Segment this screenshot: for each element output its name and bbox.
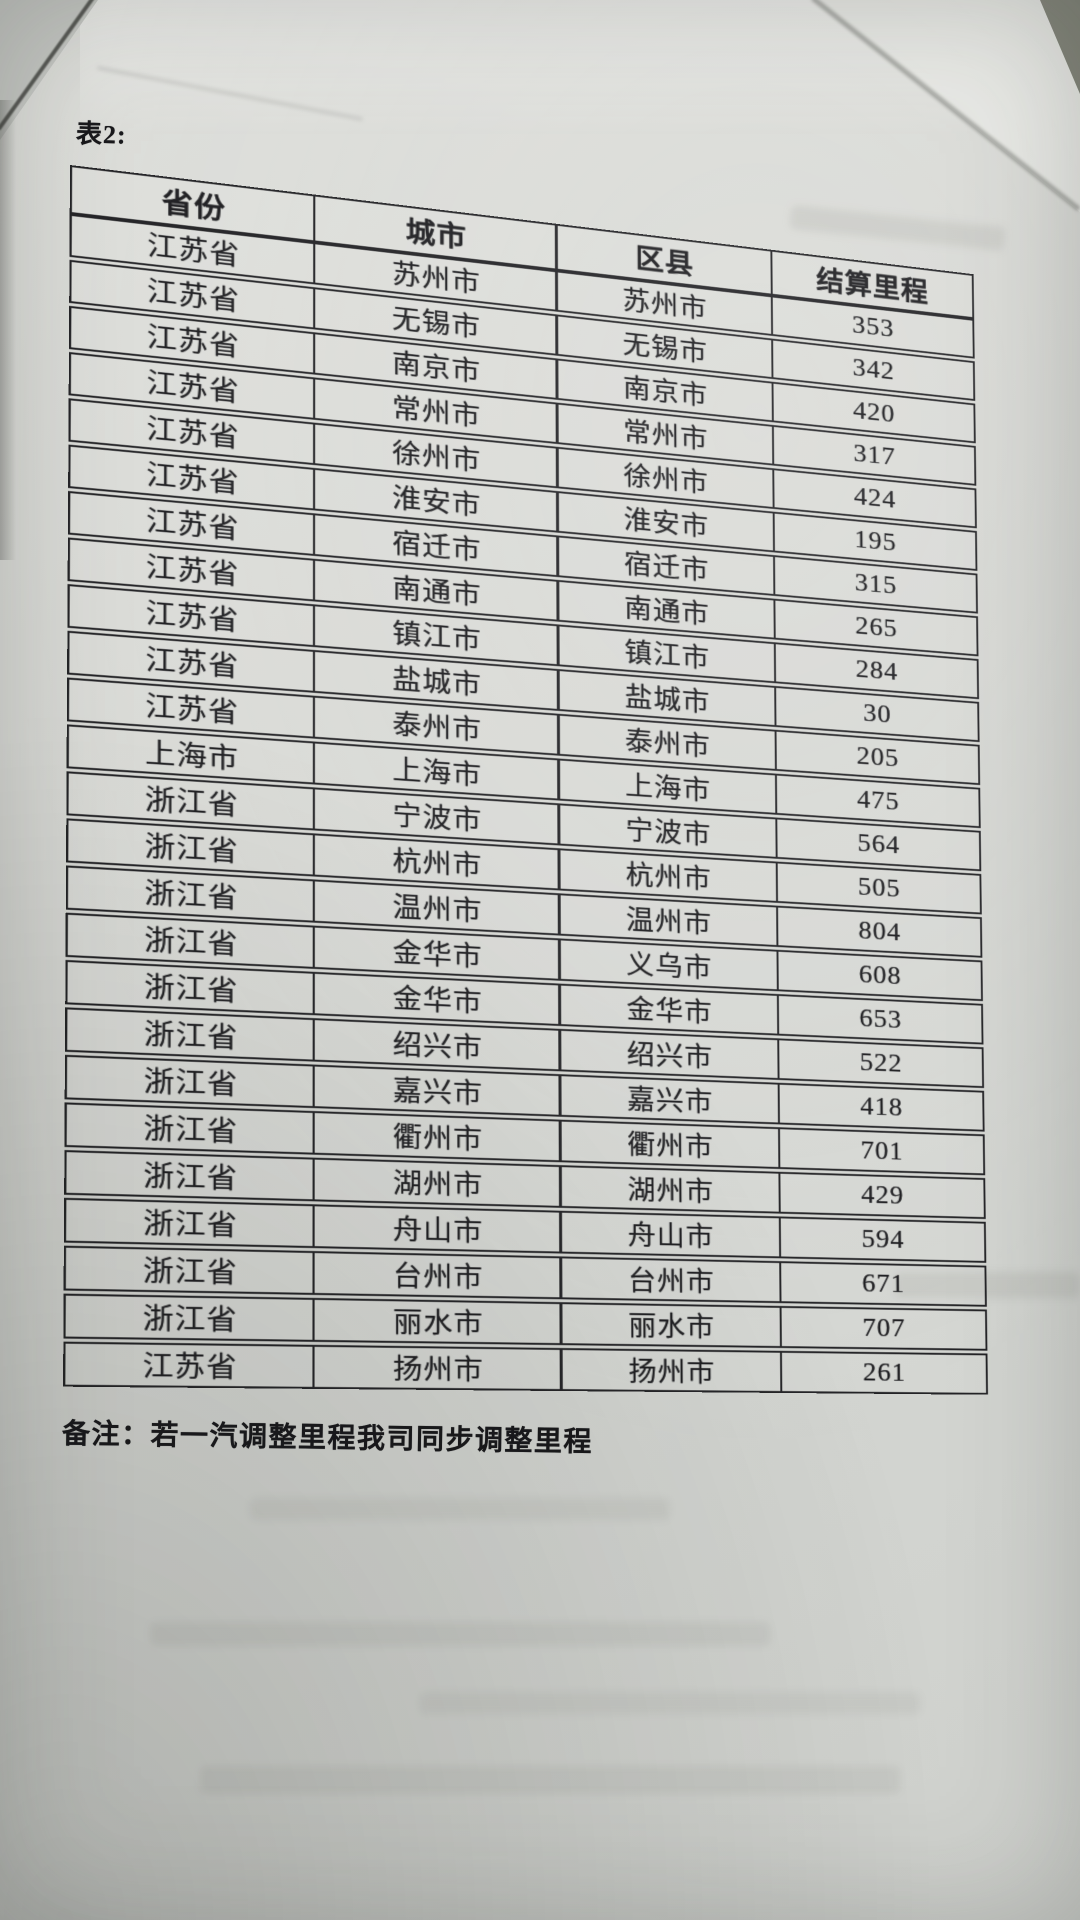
cell-city: 金华市 [312, 971, 561, 1027]
cell-mileage: 418 [777, 1082, 985, 1132]
cell-mileage: 707 [779, 1305, 987, 1351]
cell-province: 浙江省 [65, 959, 315, 1016]
table-row: 江苏省 扬州市 扬州市 261 [63, 1341, 994, 1395]
left-edge-shadow [0, 100, 16, 560]
cell-district: 湖州市 [558, 1165, 781, 1214]
bleedthrough-smudge [420, 1692, 920, 1714]
cell-mileage: 429 [777, 1171, 986, 1220]
cell-district: 义乌市 [557, 938, 779, 992]
cell-district: 扬州市 [559, 1348, 783, 1393]
cell-city: 绍兴市 [312, 1018, 561, 1072]
bleedthrough-smudge [895, 1272, 1080, 1298]
bleedthrough-smudge [150, 1622, 770, 1646]
cell-mileage: 594 [778, 1216, 986, 1263]
cell-city: 衢州市 [312, 1110, 562, 1163]
cell-province: 浙江省 [64, 1150, 315, 1202]
footnote: 备注：若一汽调整里程我司同步调整里程 [61, 1418, 594, 1459]
cell-city: 丽水市 [311, 1297, 563, 1346]
cell-mileage: 701 [777, 1127, 985, 1176]
cell-mileage: 671 [778, 1261, 987, 1307]
cell-district: 绍兴市 [558, 1028, 780, 1080]
cell-province: 浙江省 [64, 1054, 315, 1109]
cell-district: 衢州市 [558, 1119, 781, 1169]
mileage-table: 省份 城市 区县 结算里程 江苏省 苏州市 苏州市 353 江苏省 无锡市 无锡… [63, 165, 994, 1395]
cell-mileage: 522 [776, 1038, 984, 1089]
cell-province: 浙江省 [65, 912, 315, 969]
cell-district: 舟山市 [559, 1210, 782, 1259]
table-body: 江苏省 苏州市 苏州市 353 江苏省 无锡市 无锡市 342 江苏省 南京市 … [63, 213, 994, 1395]
table-caption: 表2: [75, 119, 128, 150]
cell-mileage: 608 [776, 949, 983, 1002]
cell-city: 台州市 [311, 1251, 562, 1300]
cell-province: 江苏省 [63, 1341, 315, 1389]
cell-mileage: 653 [776, 993, 984, 1045]
cell-province: 浙江省 [64, 1102, 315, 1155]
cell-district: 嘉兴市 [558, 1074, 780, 1125]
cell-city: 舟山市 [311, 1204, 562, 1254]
cell-province: 浙江省 [63, 1293, 315, 1342]
cell-district: 金华市 [558, 983, 780, 1036]
cell-city: 嘉兴市 [312, 1064, 562, 1117]
cell-district: 台州市 [559, 1256, 782, 1304]
cell-mileage: 804 [775, 905, 982, 958]
cell-mileage: 261 [779, 1350, 988, 1395]
cell-city: 扬州市 [311, 1344, 563, 1392]
cell-province: 浙江省 [63, 1245, 315, 1295]
cell-city: 湖州市 [312, 1157, 562, 1208]
cell-district: 温州市 [557, 893, 779, 948]
cell-province: 浙江省 [64, 1007, 315, 1062]
bleedthrough-smudge [200, 1766, 900, 1794]
bleedthrough-smudge [250, 1498, 670, 1520]
cell-province: 浙江省 [63, 1197, 315, 1249]
cell-district: 丽水市 [559, 1302, 782, 1349]
cell-city: 金华市 [312, 925, 561, 981]
